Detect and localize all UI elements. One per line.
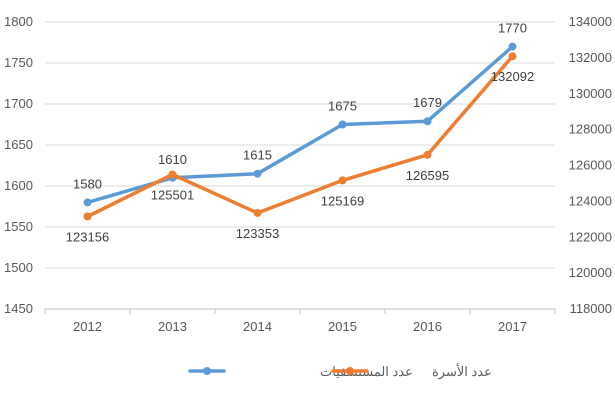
x-tick-label: 2012 xyxy=(73,319,102,334)
data-label-series-2: 132092 xyxy=(491,69,534,84)
data-label-series-2: 126595 xyxy=(406,168,449,183)
data-label-series-1: 1770 xyxy=(498,21,527,36)
y-right-tick-label: 128000 xyxy=(569,122,612,137)
data-label-series-1: 1610 xyxy=(158,152,187,167)
legend-marker-2 xyxy=(346,367,354,375)
gridlines xyxy=(45,21,555,269)
y-right-tick-label: 130000 xyxy=(569,86,612,101)
series-1-point xyxy=(508,42,517,51)
y-right-tick-label: 132000 xyxy=(569,50,612,65)
series-2-point xyxy=(338,176,347,185)
x-tick-label: 2017 xyxy=(498,319,527,334)
x-tick-label: 2015 xyxy=(328,319,357,334)
data-label-series-2: 123353 xyxy=(236,226,279,241)
legend-marker-1 xyxy=(203,367,211,375)
data-label-series-1: 1679 xyxy=(413,95,442,110)
series-1-point xyxy=(423,117,432,126)
series-2-point xyxy=(168,170,177,179)
series-2-point xyxy=(508,52,517,61)
y-right-tick-label: 122000 xyxy=(569,229,612,244)
series-1-point xyxy=(83,198,92,207)
series-line-2 xyxy=(85,54,515,219)
series-2-point xyxy=(253,208,262,217)
data-label-series-1: 1675 xyxy=(328,99,357,114)
series xyxy=(83,42,517,221)
y-left-tick-label: 1550 xyxy=(4,219,33,234)
data-label-series-2: 125169 xyxy=(321,193,364,208)
y-right-tick-label: 124000 xyxy=(569,193,612,208)
axes: 1450 1500 1550 1600 1650 1700 1750 1800 118000 12… xyxy=(4,14,612,334)
y-right-tick-label: 120000 xyxy=(569,265,612,280)
data-label-series-2: 125501 xyxy=(151,187,194,202)
series-2-point xyxy=(83,212,92,221)
y-right-tick-label: 126000 xyxy=(569,158,612,173)
y-left-tick-label: 1750 xyxy=(4,55,33,70)
y-left-tick-label: 1450 xyxy=(4,301,33,316)
data-labels: 1580 1610 1615 1675 1679 1770 123156 125501 1233… xyxy=(66,21,534,245)
y-left-tick-label: 1650 xyxy=(4,137,33,152)
y-left-tick-label: 1700 xyxy=(4,96,33,111)
y-right-tick-label: 118000 xyxy=(570,301,612,316)
y-left-tick-label: 1600 xyxy=(4,178,33,193)
x-tick-label: 2014 xyxy=(243,319,272,334)
y-left-tick-label: 1500 xyxy=(4,260,33,275)
data-label-series-1: 1615 xyxy=(243,148,272,163)
legend-label-2: عدد الأسرة xyxy=(432,363,492,380)
y-right-tick-label: 134000 xyxy=(569,14,612,29)
data-label-series-2: 123156 xyxy=(66,230,109,245)
series-1-point xyxy=(338,120,347,129)
series-2-point xyxy=(423,150,432,159)
legend: عدد المستشفياتعدد الأسرة xyxy=(188,363,492,380)
y-left-tick-label: 1800 xyxy=(4,14,33,29)
series-1-point xyxy=(253,169,262,178)
x-tick-label: 2016 xyxy=(413,319,442,334)
data-label-series-1: 1580 xyxy=(73,176,102,191)
x-tick-label: 2013 xyxy=(158,319,187,334)
